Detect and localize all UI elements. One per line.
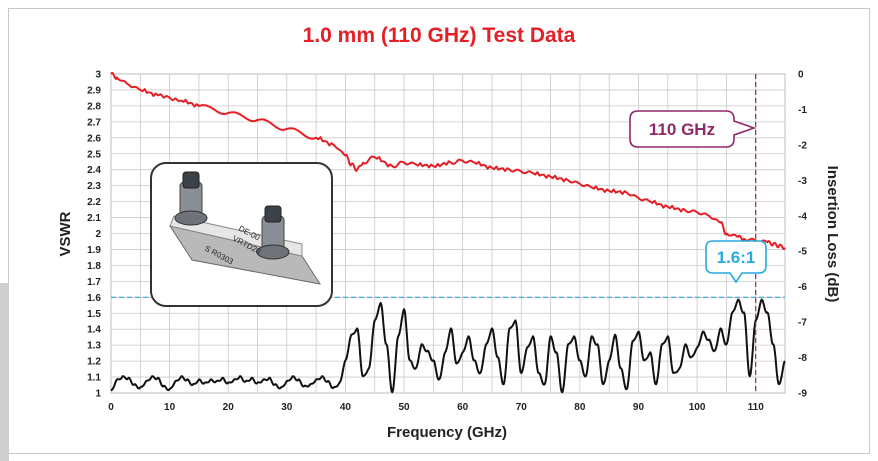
y-right-tick-label: 0 bbox=[798, 70, 804, 81]
x-axis-ticks: 0 10 20 30 40 50 60 70 80 90 100 110 bbox=[108, 402, 764, 413]
y-left-tick-label: 2 bbox=[95, 229, 101, 240]
x-tick-label: 80 bbox=[574, 402, 586, 413]
y-left-tick-label: 1.4 bbox=[87, 325, 101, 336]
x-tick-label: 110 bbox=[748, 402, 765, 413]
y-left-tick-label: 2.6 bbox=[87, 133, 101, 144]
y-left-tick-label: 2.9 bbox=[87, 85, 101, 96]
y-left-tick-label: 2.5 bbox=[87, 149, 101, 160]
x-tick-label: 0 bbox=[108, 402, 114, 413]
y-left-tick-label: 1.3 bbox=[87, 341, 101, 352]
y-left-tick-label: 2.8 bbox=[87, 101, 101, 112]
x-tick-label: 100 bbox=[689, 402, 706, 413]
y-right-tick-label: -2 bbox=[798, 140, 807, 151]
y-left-tick-label: 1.7 bbox=[87, 277, 101, 288]
y-left-tick-label: 2.4 bbox=[87, 165, 101, 176]
x-axis-label: Frequency (GHz) bbox=[387, 424, 507, 441]
y-left-tick-label: 1.1 bbox=[87, 373, 101, 384]
left-axis-ticks: 1 1.1 1.2 1.3 1.4 1.5 1.6 1.7 1.8 1.9 2 2.1 2.2 2.3 2.… bbox=[87, 70, 101, 400]
connector-photo: DE-00 VRTD20 S R0303 bbox=[168, 171, 322, 285]
y-right-tick-label: -8 bbox=[798, 353, 807, 364]
series-group bbox=[110, 71, 786, 394]
x-tick-label: 90 bbox=[633, 402, 645, 413]
y-right-tick-label: -7 bbox=[798, 318, 807, 329]
y-axis-right-label: Insertion Loss (dB) bbox=[824, 166, 841, 303]
x-tick-label: 30 bbox=[281, 402, 293, 413]
y-right-tick-label: -5 bbox=[798, 247, 807, 258]
y-right-tick-label: -9 bbox=[798, 389, 807, 400]
y-right-tick-label: -3 bbox=[798, 176, 807, 187]
y-left-tick-label: 1.9 bbox=[87, 245, 101, 256]
x-tick-label: 70 bbox=[516, 402, 528, 413]
insertion-loss-series-line bbox=[110, 71, 786, 250]
x-tick-label: 10 bbox=[164, 402, 176, 413]
side-tab bbox=[0, 283, 9, 461]
x-tick-label: 20 bbox=[223, 402, 235, 413]
y-left-tick-label: 2.7 bbox=[87, 117, 101, 128]
y-right-tick-label: -6 bbox=[798, 282, 807, 293]
x-tick-label: 40 bbox=[340, 402, 352, 413]
y-left-tick-label: 2.3 bbox=[87, 181, 101, 192]
callout-110ghz-box bbox=[629, 110, 757, 148]
y-left-tick-label: 1.2 bbox=[87, 357, 101, 368]
callout-1-6-text: 1.6:1 bbox=[717, 248, 756, 267]
y-left-tick-label: 2.2 bbox=[87, 197, 101, 208]
callout-110ghz-text: 110 GHz bbox=[649, 120, 715, 139]
callout-1-6-box bbox=[705, 240, 767, 284]
vswr-series-line bbox=[110, 298, 786, 394]
y-left-tick-label: 1.5 bbox=[87, 309, 101, 320]
y-left-tick-label: 1 bbox=[95, 389, 101, 400]
x-tick-label: 60 bbox=[457, 402, 469, 413]
y-left-tick-label: 1.6 bbox=[87, 293, 101, 304]
y-axis-left-label: VSWR bbox=[57, 211, 74, 256]
y-left-tick-label: 2.1 bbox=[87, 213, 101, 224]
y-left-tick-label: 3 bbox=[95, 70, 101, 81]
y-right-tick-label: -1 bbox=[798, 105, 807, 116]
chart-title: 1.0 mm (110 GHz) Test Data bbox=[303, 24, 576, 47]
right-axis-ticks: 0 -1 -2 -3 -4 -5 -6 -7 -8 -9 bbox=[798, 70, 807, 400]
x-tick-label: 50 bbox=[398, 402, 410, 413]
y-right-tick-label: -4 bbox=[798, 211, 807, 222]
y-left-tick-label: 1.8 bbox=[87, 261, 101, 272]
connector-photo-inset: DE-00 VRTD20 S R0303 bbox=[150, 162, 333, 307]
